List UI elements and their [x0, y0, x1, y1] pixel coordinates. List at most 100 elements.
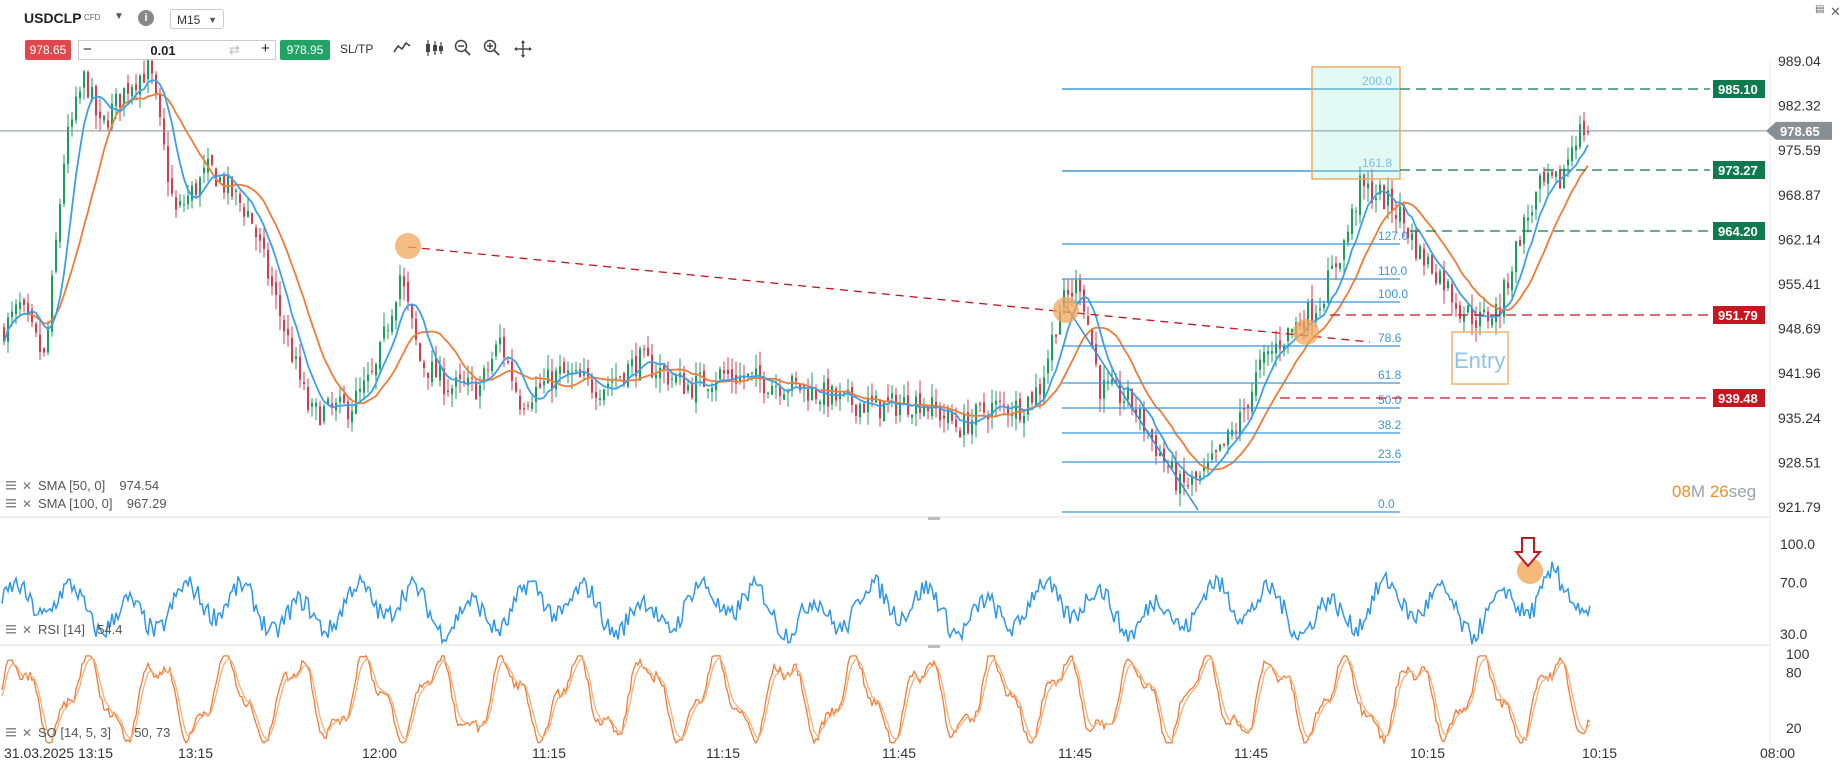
candle-body [475, 381, 477, 400]
candle-body [299, 356, 301, 380]
candle-body [327, 398, 329, 405]
candle-body [1083, 289, 1085, 312]
candle-body [1111, 379, 1113, 384]
increase-volume-button[interactable]: + [261, 40, 270, 57]
decrease-volume-button[interactable]: − [83, 41, 92, 58]
candle-body [515, 382, 517, 392]
candle-body [1511, 271, 1513, 291]
candle-body [1099, 365, 1101, 400]
candle-body [87, 72, 89, 98]
candle-body [1495, 304, 1497, 323]
candle-body [1071, 292, 1073, 297]
candle-body [295, 356, 297, 359]
countdown-minutes-unit: M [1690, 482, 1706, 501]
sltp-button[interactable]: SL/TP [340, 42, 374, 56]
time-axis-label: 11:15 [706, 745, 740, 761]
candle-body [1551, 171, 1553, 176]
buy-button[interactable]: 978.95 [280, 40, 330, 60]
candle-body [1351, 208, 1353, 235]
candle-body [519, 395, 521, 410]
candle-body [667, 371, 669, 385]
sell-button[interactable]: 978.65 [25, 40, 71, 60]
candle-body [895, 394, 897, 416]
candle-body [183, 204, 185, 206]
candle-body [1367, 183, 1369, 189]
candle-body [827, 378, 829, 407]
candle-body [671, 378, 673, 380]
level-price-label: 973.27 [1718, 163, 1758, 178]
candle-body [691, 383, 693, 398]
rsi-legend: ✕ RSI [14] 54.4 [6, 622, 123, 637]
candle-body [1407, 228, 1409, 239]
candle-body [1347, 231, 1349, 243]
candle-body [1199, 475, 1201, 479]
candle-body [1243, 407, 1245, 410]
candle-body [1087, 316, 1089, 325]
target-box [1311, 66, 1401, 180]
candle-body [1459, 305, 1461, 319]
candle-body [19, 302, 21, 309]
price-axis-tick: 968.87 [1778, 187, 1821, 203]
level-price-label: 964.20 [1718, 224, 1758, 239]
candle-body [175, 197, 177, 210]
level-price-badge [1713, 80, 1765, 98]
close-icon[interactable]: ✕ [1830, 4, 1841, 19]
candle-body [983, 402, 985, 413]
candle-body [719, 369, 721, 379]
rsi-signal-marker [1517, 558, 1543, 584]
time-axis-label: 11:15 [532, 745, 566, 761]
candle-body [1447, 281, 1449, 289]
candle-body [147, 60, 149, 80]
candle-body [623, 373, 625, 384]
line-chart-icon[interactable] [392, 40, 412, 56]
zoom-out-icon[interactable] [454, 39, 472, 57]
sma-100-legend: ✕ SMA [100, 0] 967.29 [6, 496, 167, 511]
candle-body [1255, 372, 1257, 396]
chevron-down-icon[interactable]: ▼ [114, 11, 124, 22]
level-price-badge [1713, 161, 1765, 179]
candle-body [347, 401, 349, 420]
candle-body [411, 305, 413, 319]
candle-body [931, 397, 933, 417]
candle-body [491, 358, 493, 371]
level-price-label: 985.10 [1718, 82, 1758, 97]
fib-swing-line [1065, 305, 1199, 511]
candle-body [1399, 206, 1401, 222]
symbol-name[interactable]: USDCLP [24, 10, 82, 26]
candle-body [103, 115, 105, 121]
refresh-icon[interactable]: ⇄ [229, 42, 240, 57]
info-icon[interactable]: i [138, 10, 154, 26]
rsi-axis-tick: 100.0 [1780, 536, 1815, 552]
volume-value[interactable]: 0.01 [150, 43, 176, 58]
move-icon[interactable] [513, 39, 533, 59]
candle-body [1195, 471, 1197, 480]
candle-body [139, 75, 141, 95]
volume-input[interactable] [78, 40, 276, 60]
zoom-in-icon[interactable] [483, 39, 501, 57]
candle-body [115, 93, 117, 107]
candle-body [287, 328, 289, 336]
candle-body [391, 315, 393, 333]
candle-body [911, 414, 913, 418]
candle-body [1575, 145, 1577, 151]
candle-body [975, 404, 977, 425]
window-icon[interactable]: ▤ [1815, 4, 1825, 15]
candle-body [1239, 412, 1241, 435]
time-axis-label: 13:15 [178, 745, 213, 761]
candle-body [27, 303, 29, 314]
timeframe-select[interactable]: M15 ▼ [170, 9, 224, 29]
candle-body [1379, 184, 1381, 195]
candle-body [743, 376, 745, 379]
candle-body [903, 397, 905, 406]
candle-body [535, 387, 537, 402]
candle-body [599, 398, 601, 400]
candle-body [1019, 398, 1021, 421]
candle-body [259, 234, 261, 241]
candle-body [1363, 174, 1365, 187]
candles-icon[interactable] [424, 38, 446, 58]
chart-toolbar: USDCLP CFD ▼ i M15 ▼ 978.65 − 0.01 ⇄ + 9… [0, 0, 1842, 70]
pane-resize-handle [928, 645, 940, 648]
remove-indicator-icon: ✕ [22, 479, 32, 493]
time-axis-label: 10:15 [1410, 745, 1445, 761]
